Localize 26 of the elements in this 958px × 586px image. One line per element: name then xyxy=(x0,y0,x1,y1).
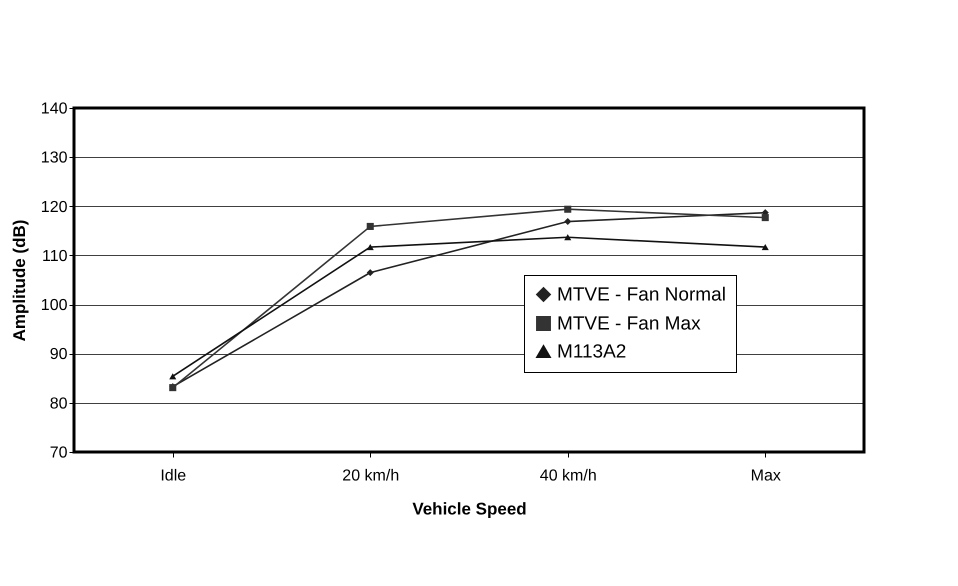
legend-label: M113A2 xyxy=(557,342,626,362)
legend-label: MTVE - Fan Max xyxy=(557,314,702,334)
point xyxy=(762,214,769,222)
point xyxy=(564,206,572,213)
y-tick-label: 110 xyxy=(42,248,68,265)
point xyxy=(169,373,176,380)
point xyxy=(564,218,572,226)
y-tick-label: 90 xyxy=(50,346,68,364)
x-tick-label: 40 km/h xyxy=(540,468,597,484)
point xyxy=(366,222,374,230)
x-axis-title: Vehicle Speed xyxy=(412,500,527,518)
y-tick-label: 70 xyxy=(50,444,68,462)
legend-label: MTVE - Fan Normal xyxy=(557,284,726,306)
y-tick-label: 120 xyxy=(40,198,68,216)
y-tick-label: 140 xyxy=(40,100,68,118)
y-tick-label: 80 xyxy=(50,395,68,412)
point xyxy=(564,234,572,240)
y-axis-title: Amplitude (dB) xyxy=(10,220,29,342)
x-tick-label: Idle xyxy=(160,468,186,484)
x-tick-label: 20 km/h xyxy=(342,468,400,484)
y-tick-label: 100 xyxy=(40,297,68,314)
x-tick-label: Max xyxy=(750,468,781,484)
point xyxy=(366,244,374,250)
point xyxy=(762,244,769,250)
point xyxy=(366,269,374,276)
y-tick-label: 130 xyxy=(40,150,68,167)
